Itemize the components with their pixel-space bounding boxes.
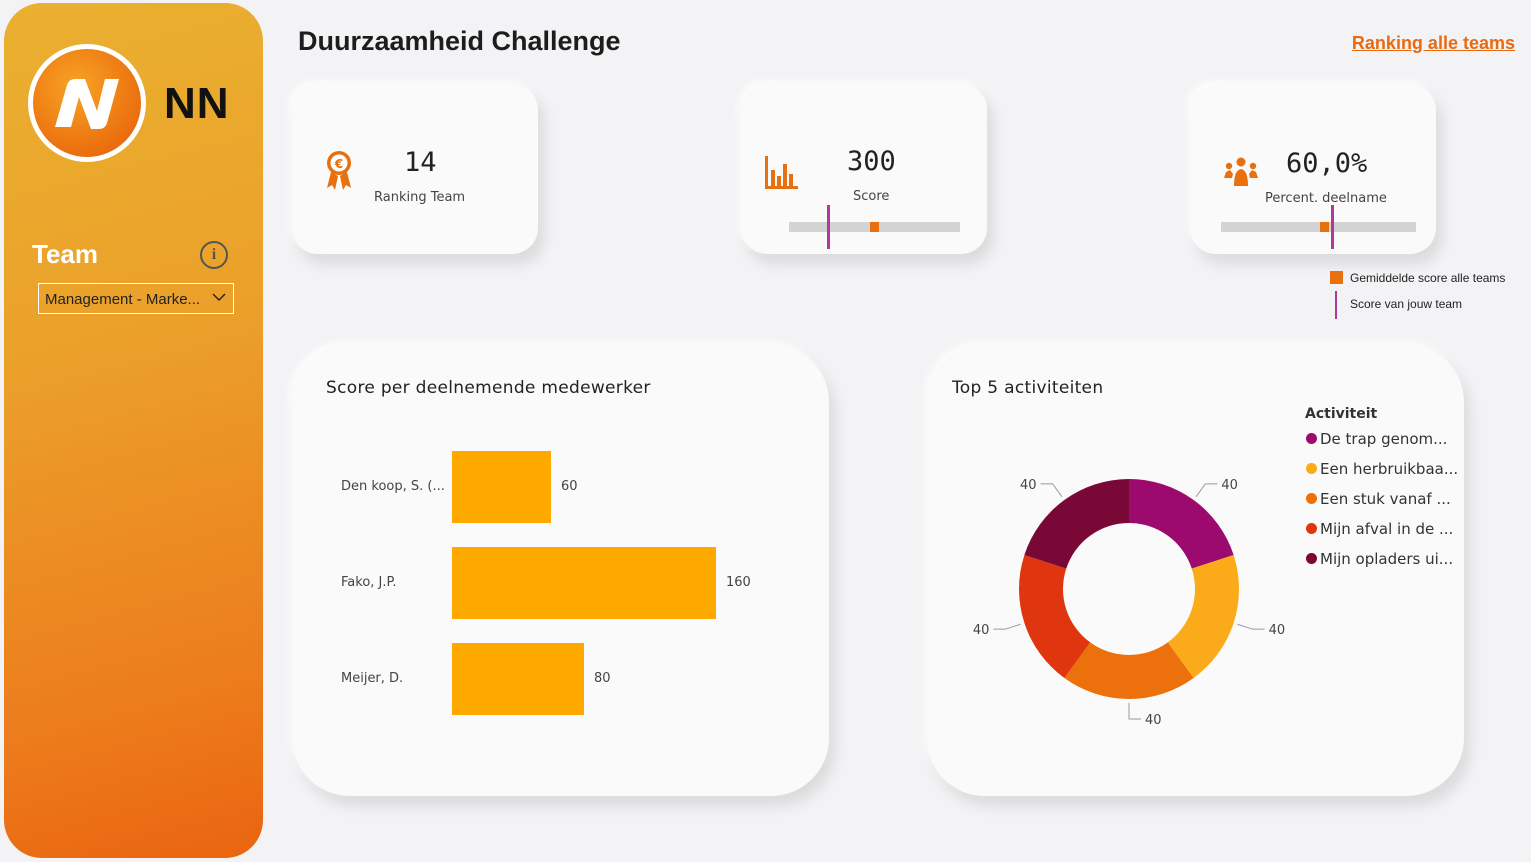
nn-logo-mark-icon bbox=[55, 79, 119, 129]
bar-chart-title: Score per deelnemende medewerker bbox=[326, 378, 651, 398]
bar-value-label: 80 bbox=[594, 671, 611, 686]
participation-value: 60,0% bbox=[1286, 148, 1368, 179]
legend-team-label: Score van jouw team bbox=[1350, 297, 1463, 311]
nn-logo bbox=[28, 44, 146, 162]
legend-dot-icon bbox=[1306, 553, 1317, 564]
donut-value-label: 40 bbox=[1145, 713, 1162, 728]
ranking-label: Ranking Team bbox=[374, 190, 466, 205]
bar-category-label: Meijer, D. bbox=[341, 671, 404, 686]
legend-avg-swatch bbox=[1330, 271, 1343, 284]
donut-legend-label: De trap genom... bbox=[1320, 430, 1448, 448]
legend-dot-icon bbox=[1306, 463, 1317, 474]
donut-leader-line bbox=[1040, 483, 1063, 498]
bar[interactable] bbox=[452, 451, 551, 523]
donut-value-label: 40 bbox=[973, 623, 990, 638]
legend-dot-icon bbox=[1306, 523, 1317, 534]
bar-chart-card: Score per deelnemende medewerker Den koo… bbox=[292, 344, 829, 796]
donut-slice[interactable] bbox=[1167, 555, 1239, 678]
legend-team-swatch bbox=[1335, 291, 1337, 319]
legend-dot-icon bbox=[1306, 433, 1317, 444]
donut-legend-label: Een herbruikbaa... bbox=[1320, 460, 1459, 478]
donut-chart-plot: 40 40 40 40 40 bbox=[973, 478, 1286, 728]
bar-chart-plot: Den koop, S. (... 60 Fako, J.P. 160 Meijer, … bbox=[292, 344, 829, 796]
participation-gauge-avg-marker bbox=[1319, 222, 1329, 232]
ranking-value: 14 bbox=[404, 147, 437, 178]
donut-legend-item[interactable]: Een stuk vanaf ... bbox=[1306, 490, 1451, 508]
donut-slice[interactable] bbox=[1129, 479, 1234, 569]
team-select[interactable]: Management - Marke... bbox=[38, 283, 234, 314]
logo-text: NN bbox=[164, 79, 230, 128]
bar-category-label: Fako, J.P. bbox=[341, 575, 397, 590]
donut-leader-line bbox=[993, 623, 1021, 630]
donut-chart-title: Top 5 activiteiten bbox=[952, 378, 1104, 398]
donut-value-label: 40 bbox=[1221, 478, 1238, 493]
donut-leader-line bbox=[1237, 623, 1265, 630]
legend-avg-label: Gemiddelde score alle teams bbox=[1350, 271, 1506, 285]
sidebar: NN Team i Management - Marke... bbox=[4, 3, 263, 858]
donut-chart-card: Top 5 activiteiten Activiteit De trap ge… bbox=[927, 344, 1464, 796]
donut-leader-line bbox=[1128, 703, 1141, 720]
participation-gauge-team-marker bbox=[1330, 205, 1334, 249]
page-title: Duurzaamheid Challenge bbox=[298, 26, 621, 56]
donut-legend-item[interactable]: De trap genom... bbox=[1306, 430, 1447, 448]
ranking-all-teams-link[interactable]: Ranking alle teams bbox=[1351, 33, 1515, 53]
donut-legend-label: Mijn opladers ui... bbox=[1320, 550, 1454, 568]
bar[interactable] bbox=[452, 643, 584, 715]
donut-legend-item[interactable]: Een herbruikbaa... bbox=[1306, 460, 1458, 478]
bar[interactable] bbox=[452, 547, 716, 619]
score-gauge-team-marker bbox=[826, 205, 830, 249]
bar-chart-icon bbox=[765, 156, 798, 189]
participation-gauge-track bbox=[1221, 222, 1416, 232]
donut-legend-title: Activiteit bbox=[1305, 406, 1378, 422]
donut-value-label: 40 bbox=[1020, 478, 1037, 493]
bar-category-label: Den koop, S. (... bbox=[341, 479, 445, 494]
donut-slice[interactable] bbox=[1064, 642, 1194, 699]
team-select-value: Management - Marke... bbox=[45, 291, 201, 308]
kpi-card-participation: 60,0% Percent. deelname bbox=[1190, 84, 1436, 254]
participation-label: Percent. deelname bbox=[1265, 191, 1387, 206]
kpi-card-score: 300 Score bbox=[741, 84, 987, 254]
donut-slice[interactable] bbox=[1019, 555, 1091, 678]
donut-value-label: 40 bbox=[1269, 623, 1286, 638]
kpi-card-ranking: € 14 Ranking Team bbox=[292, 84, 538, 254]
donut-slice[interactable] bbox=[1024, 479, 1129, 569]
bar-value-label: 160 bbox=[726, 575, 751, 590]
team-label: Team bbox=[32, 239, 98, 269]
bar-value-label: 60 bbox=[561, 479, 578, 494]
info-icon[interactable]: i bbox=[200, 241, 228, 269]
legend-dot-icon bbox=[1306, 493, 1317, 504]
score-label: Score bbox=[853, 189, 890, 204]
award-euro-icon: € bbox=[327, 151, 351, 190]
svg-text:€: € bbox=[334, 157, 343, 171]
donut-leader-line bbox=[1195, 483, 1218, 498]
nn-logo-emblem bbox=[33, 49, 141, 157]
donut-legend-item[interactable]: Mijn opladers ui... bbox=[1306, 550, 1453, 568]
score-gauge-avg-marker bbox=[870, 222, 879, 232]
score-value: 300 bbox=[847, 146, 896, 177]
donut-legend-label: Een stuk vanaf ... bbox=[1320, 490, 1451, 508]
people-icon bbox=[1224, 157, 1258, 186]
chevron-down-icon bbox=[212, 293, 226, 301]
donut-legend-item[interactable]: Mijn afval in de ... bbox=[1306, 520, 1453, 538]
donut-legend-label: Mijn afval in de ... bbox=[1320, 520, 1454, 538]
